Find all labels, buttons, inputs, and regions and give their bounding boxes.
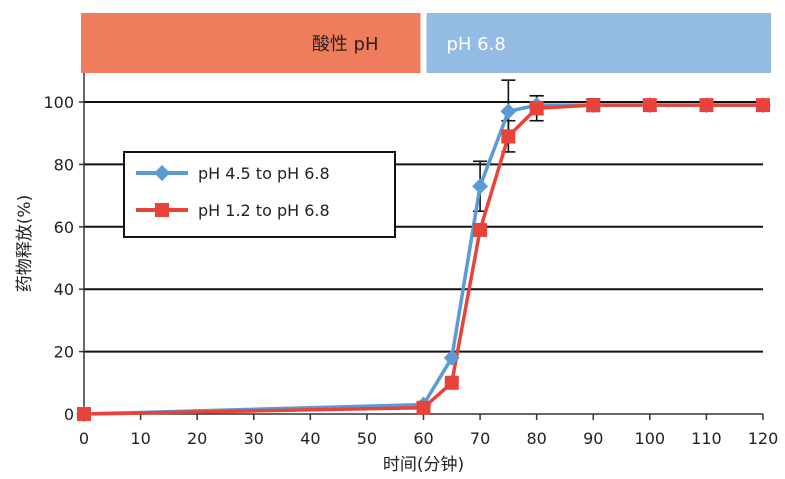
x-tick-label-20: 20 (187, 429, 207, 448)
series-0-point-3 (472, 178, 489, 195)
x-tick-label-110: 110 (691, 429, 722, 448)
y-tick-label-0: 0 (64, 405, 74, 424)
legend-box (123, 151, 396, 238)
phase-bands: 酸性 pH pH 6.8 (81, 13, 771, 73)
axes: 0 20 40 60 80 100 0 10 20 30 40 50 60 70 80 90 100 110 120 (43, 73, 778, 448)
x-tick-label-30: 30 (244, 429, 264, 448)
x-tick-label-70: 70 (470, 429, 490, 448)
series-1-point-8 (699, 98, 714, 113)
x-tick-label-90: 90 (583, 429, 603, 448)
legend-marker-1 (155, 203, 169, 217)
series-1-point-4 (501, 129, 516, 144)
series-1-point-9 (756, 98, 770, 113)
legend-label-1: pH 1.2 to pH 6.8 (198, 201, 330, 220)
y-tick-label-60: 60 (54, 218, 74, 237)
x-tick-label-50: 50 (357, 429, 377, 448)
phase-band-0 (81, 13, 421, 73)
series-0-point-4 (500, 103, 517, 120)
x-tick-label-120: 120 (748, 429, 779, 448)
phase-band-1 (426, 13, 771, 73)
y-axis-label: 药物释放(%) (15, 195, 35, 292)
legend: pH 4.5 to pH 6.8 pH 1.2 to pH 6.8 (123, 151, 396, 238)
y-tick-label-20: 20 (54, 343, 74, 362)
series-layer (76, 97, 771, 422)
x-tick-label-10: 10 (130, 429, 150, 448)
phase-band-label-0: 酸性 pH (312, 34, 379, 55)
x-axis-label: 时间(分钟) (383, 455, 464, 475)
y-tick-label-40: 40 (54, 280, 74, 299)
series-1-point-5 (529, 101, 544, 116)
series-1-point-1 (416, 400, 431, 415)
series-line-1 (83, 103, 763, 416)
series-1-point-6 (586, 98, 601, 113)
series-1-point-2 (444, 375, 459, 390)
x-tick-label-80: 80 (526, 429, 546, 448)
y-tick-label-100: 100 (43, 93, 74, 112)
x-tick-label-100: 100 (635, 429, 666, 448)
x-tick-label-60: 60 (413, 429, 433, 448)
y-tick-label-80: 80 (54, 155, 74, 174)
series-1-point-3 (473, 222, 488, 237)
x-tick-label-40: 40 (300, 429, 320, 448)
series-1-point-7 (642, 98, 657, 113)
legend-marker-0 (154, 165, 170, 181)
series-1-point-0 (77, 407, 91, 421)
series-0-point-2 (443, 349, 460, 366)
x-tick-label-0: 0 (79, 429, 89, 448)
legend-label-0: pH 4.5 to pH 6.8 (198, 164, 330, 183)
phase-band-label-1: pH 6.8 (447, 34, 506, 55)
